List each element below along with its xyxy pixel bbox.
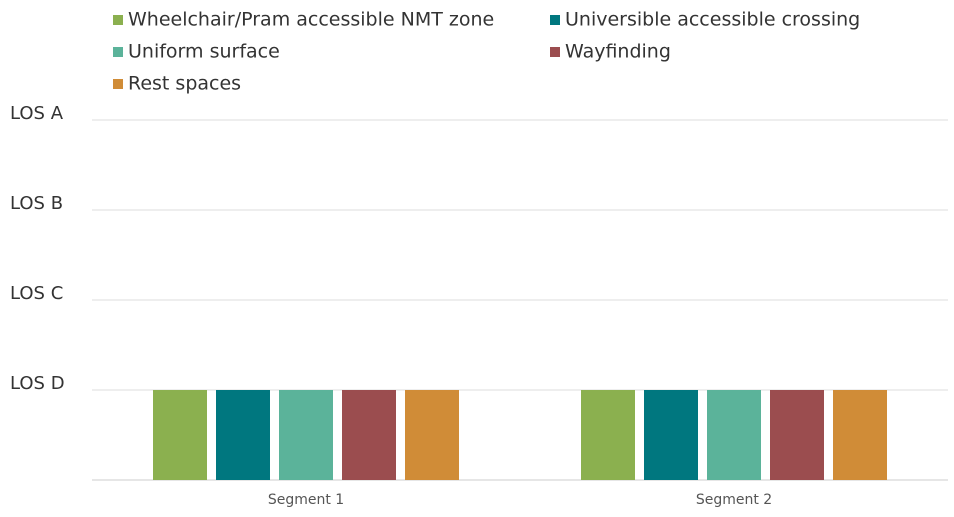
legend-label: Wheelchair/Pram accessible NMT zone — [128, 9, 494, 31]
x-tick-label: Segment 1 — [268, 492, 344, 508]
bar — [153, 390, 207, 480]
legend-swatch — [113, 47, 123, 57]
y-tick-label: LOS D — [10, 373, 65, 394]
bar — [833, 390, 887, 480]
bar — [216, 390, 270, 480]
bar — [581, 390, 635, 480]
bar — [770, 390, 824, 480]
legend-swatch — [550, 47, 560, 57]
bar — [342, 390, 396, 480]
bar — [279, 390, 333, 480]
y-tick-label: LOS C — [10, 283, 63, 304]
y-tick-label: LOS B — [10, 193, 63, 214]
legend-label: Uniform surface — [128, 41, 280, 63]
x-tick-label: Segment 2 — [696, 492, 772, 508]
bar — [707, 390, 761, 480]
legend-label: Universible accessible crossing — [565, 9, 860, 31]
legend-label: Rest spaces — [128, 73, 241, 95]
legend-swatch — [550, 15, 560, 25]
bar — [644, 390, 698, 480]
bar — [405, 390, 459, 480]
y-tick-label: LOS A — [10, 103, 64, 124]
legend-label: Wayfinding — [565, 41, 671, 63]
legend-swatch — [113, 15, 123, 25]
legend-swatch — [113, 79, 123, 89]
